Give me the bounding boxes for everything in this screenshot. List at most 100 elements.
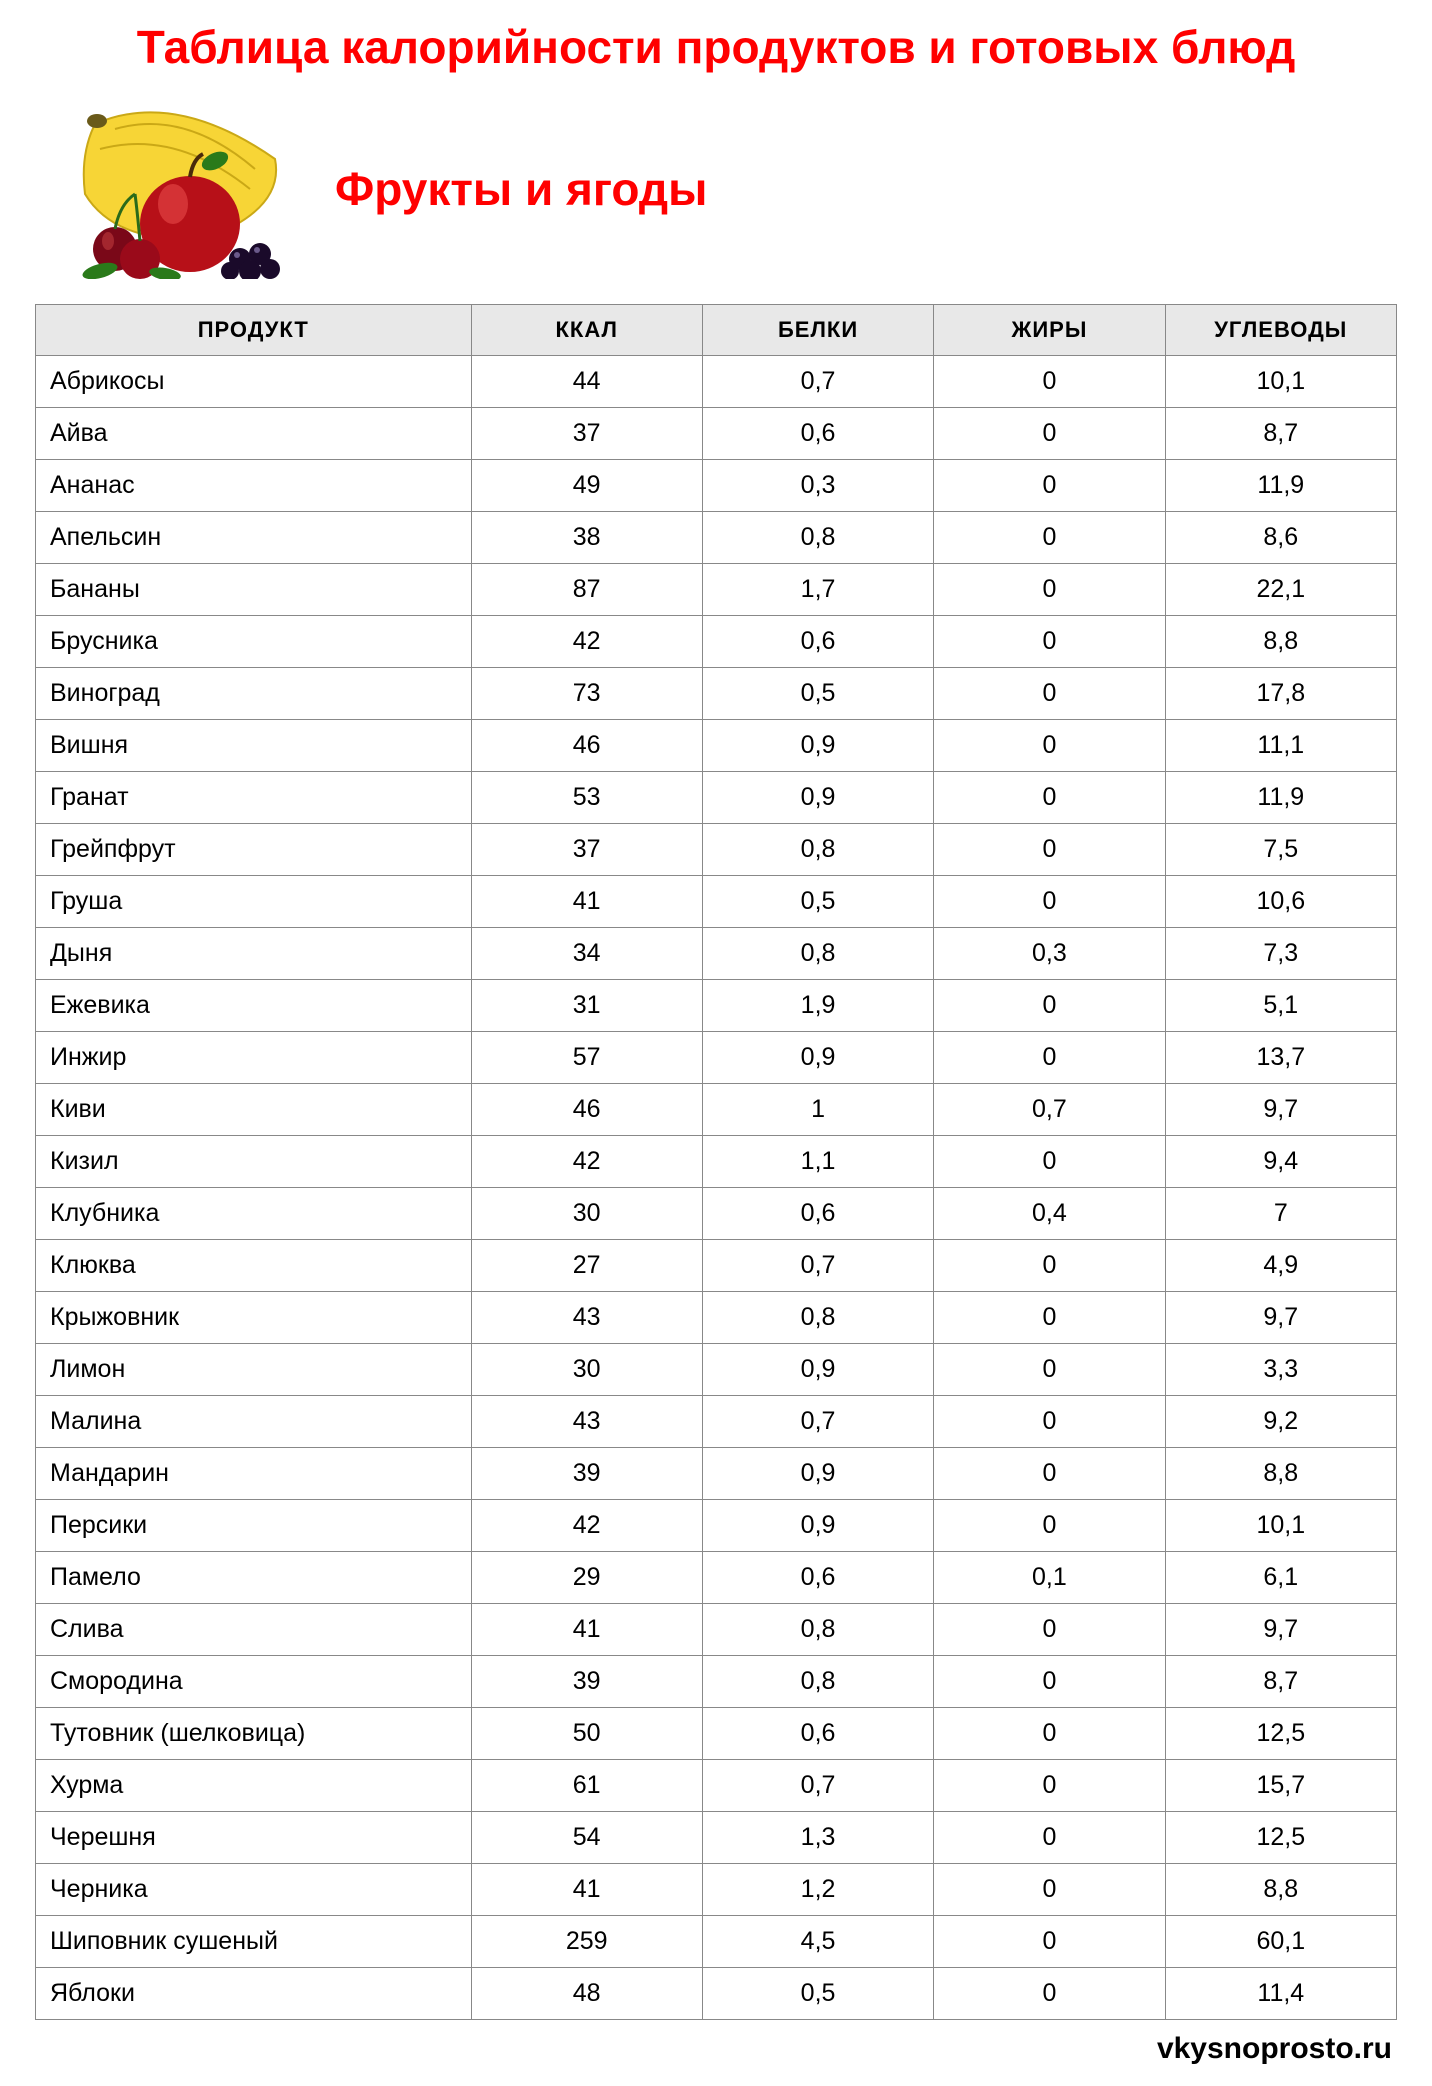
cell-value: 41	[471, 1604, 702, 1656]
cell-value: 0,7	[702, 1240, 933, 1292]
cell-value: 0,4	[934, 1188, 1165, 1240]
cell-value: 0,8	[702, 1292, 933, 1344]
cell-value: 0	[934, 1500, 1165, 1552]
cell-product: Вишня	[36, 720, 472, 772]
section-subtitle: Фрукты и ягоды	[335, 162, 707, 216]
table-row: Гранат530,9011,9	[36, 772, 1397, 824]
cell-value: 11,9	[1165, 772, 1396, 824]
cell-value: 29	[471, 1552, 702, 1604]
cell-value: 259	[471, 1916, 702, 1968]
cell-value: 0	[934, 564, 1165, 616]
cell-value: 31	[471, 980, 702, 1032]
cell-value: 0	[934, 1656, 1165, 1708]
cell-value: 8,7	[1165, 1656, 1396, 1708]
cell-value: 10,6	[1165, 876, 1396, 928]
table-row: Ежевика311,905,1	[36, 980, 1397, 1032]
cell-value: 0,9	[702, 1500, 933, 1552]
cell-value: 61	[471, 1760, 702, 1812]
cell-product: Дыня	[36, 928, 472, 980]
cell-value: 60,1	[1165, 1916, 1396, 1968]
cell-value: 27	[471, 1240, 702, 1292]
table-row: Ананас490,3011,9	[36, 460, 1397, 512]
cell-value: 42	[471, 1500, 702, 1552]
cell-value: 42	[471, 1136, 702, 1188]
table-row: Инжир570,9013,7	[36, 1032, 1397, 1084]
table-row: Киви4610,79,7	[36, 1084, 1397, 1136]
cell-value: 0	[934, 512, 1165, 564]
table-row: Лимон300,903,3	[36, 1344, 1397, 1396]
cell-value: 3,3	[1165, 1344, 1396, 1396]
cell-value: 0,7	[934, 1084, 1165, 1136]
cell-product: Яблоки	[36, 1968, 472, 2020]
table-row: Дыня340,80,37,3	[36, 928, 1397, 980]
cell-value: 0	[934, 1032, 1165, 1084]
header-row: Фрукты и ягоды	[35, 99, 1397, 279]
table-row: Крыжовник430,809,7	[36, 1292, 1397, 1344]
cell-value: 4,5	[702, 1916, 933, 1968]
col-header-kcal: ККАЛ	[471, 305, 702, 356]
cell-value: 43	[471, 1396, 702, 1448]
cell-value: 8,8	[1165, 1864, 1396, 1916]
cell-value: 0	[934, 1864, 1165, 1916]
col-header-fat: ЖИРЫ	[934, 305, 1165, 356]
cell-value: 39	[471, 1656, 702, 1708]
cell-product: Кизил	[36, 1136, 472, 1188]
col-header-carbs: УГЛЕВОДЫ	[1165, 305, 1396, 356]
table-row: Яблоки480,5011,4	[36, 1968, 1397, 2020]
cell-product: Гранат	[36, 772, 472, 824]
cell-product: Клубника	[36, 1188, 472, 1240]
cell-product: Смородина	[36, 1656, 472, 1708]
cell-value: 10,1	[1165, 356, 1396, 408]
table-row: Груша410,5010,6	[36, 876, 1397, 928]
cell-value: 4,9	[1165, 1240, 1396, 1292]
cell-value: 0	[934, 1604, 1165, 1656]
cell-value: 0	[934, 876, 1165, 928]
table-row: Слива410,809,7	[36, 1604, 1397, 1656]
cell-value: 0	[934, 1812, 1165, 1864]
cell-value: 0,5	[702, 876, 933, 928]
cell-product: Ананас	[36, 460, 472, 512]
table-row: Мандарин390,908,8	[36, 1448, 1397, 1500]
cell-value: 9,7	[1165, 1084, 1396, 1136]
cell-value: 0,8	[702, 512, 933, 564]
cell-value: 0,3	[702, 460, 933, 512]
cell-value: 38	[471, 512, 702, 564]
cell-value: 49	[471, 460, 702, 512]
cell-value: 46	[471, 1084, 702, 1136]
cell-value: 0,1	[934, 1552, 1165, 1604]
cell-value: 53	[471, 772, 702, 824]
cell-product: Лимон	[36, 1344, 472, 1396]
cell-product: Апельсин	[36, 512, 472, 564]
cell-value: 43	[471, 1292, 702, 1344]
cell-value: 0,9	[702, 1032, 933, 1084]
cell-value: 0	[934, 1396, 1165, 1448]
cell-value: 1,2	[702, 1864, 933, 1916]
cell-value: 15,7	[1165, 1760, 1396, 1812]
cell-value: 6,1	[1165, 1552, 1396, 1604]
table-row: Черника411,208,8	[36, 1864, 1397, 1916]
cell-value: 34	[471, 928, 702, 980]
cell-value: 17,8	[1165, 668, 1396, 720]
cell-product: Мандарин	[36, 1448, 472, 1500]
cell-value: 0	[934, 1448, 1165, 1500]
cell-value: 0	[934, 1760, 1165, 1812]
cell-value: 37	[471, 408, 702, 460]
cell-value: 0,5	[702, 1968, 933, 2020]
cell-product: Виноград	[36, 668, 472, 720]
cell-product: Груша	[36, 876, 472, 928]
cell-value: 44	[471, 356, 702, 408]
cell-value: 0	[934, 616, 1165, 668]
cell-product: Малина	[36, 1396, 472, 1448]
cell-value: 87	[471, 564, 702, 616]
table-row: Бананы871,7022,1	[36, 564, 1397, 616]
cell-product: Шиповник сушеный	[36, 1916, 472, 1968]
cell-value: 13,7	[1165, 1032, 1396, 1084]
cell-value: 41	[471, 876, 702, 928]
table-row: Малина430,709,2	[36, 1396, 1397, 1448]
cell-value: 0	[934, 1968, 1165, 2020]
table-row: Грейпфрут370,807,5	[36, 824, 1397, 876]
cell-value: 0	[934, 408, 1165, 460]
page-title: Таблица калорийности продуктов и готовых…	[35, 20, 1397, 74]
cell-value: 0,8	[702, 1656, 933, 1708]
cell-product: Инжир	[36, 1032, 472, 1084]
